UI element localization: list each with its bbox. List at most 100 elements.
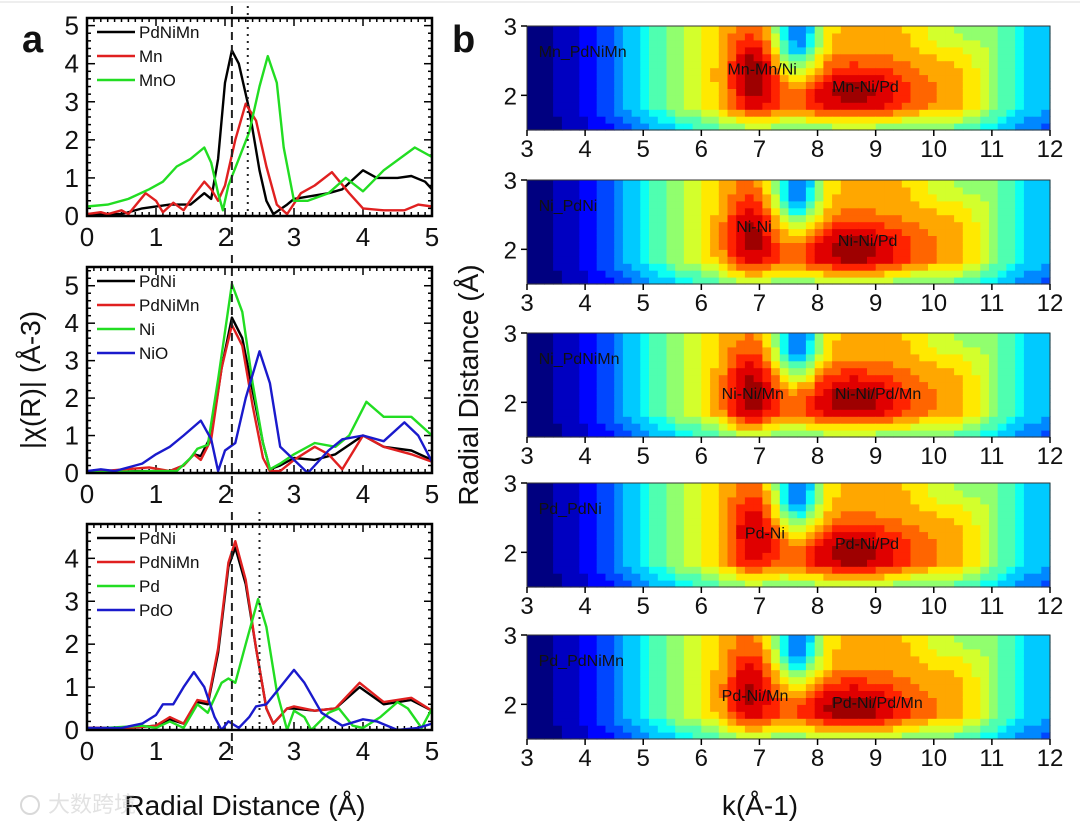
heatmap-cell bbox=[989, 277, 998, 285]
heatmap-cell bbox=[884, 249, 893, 256]
heatmap-cell bbox=[606, 566, 615, 574]
heatmap-cell bbox=[823, 395, 832, 403]
heatmap-cell bbox=[736, 33, 745, 41]
heatmap-cell bbox=[1041, 201, 1050, 209]
heatmap-cell bbox=[945, 532, 954, 540]
heatmap-cell bbox=[606, 194, 615, 202]
heatmap-cell bbox=[623, 635, 632, 643]
heatmap-cell bbox=[780, 490, 789, 498]
heatmap-cell bbox=[588, 725, 597, 733]
heatmap-cell bbox=[658, 539, 667, 547]
heatmap-cell bbox=[876, 194, 885, 202]
heatmap-cell bbox=[745, 194, 754, 202]
heatmap-cell bbox=[771, 333, 780, 341]
heatmap-cell bbox=[632, 61, 641, 68]
heatmap-cell bbox=[667, 109, 676, 117]
heatmap-cell bbox=[762, 409, 771, 417]
heatmap-cell bbox=[919, 532, 928, 540]
heatmap-cell bbox=[658, 504, 667, 512]
heatmap-cell bbox=[527, 642, 536, 650]
x-tick-label: 4 bbox=[356, 736, 370, 766]
heatmap-cell bbox=[527, 539, 536, 547]
heatmap-cell bbox=[963, 236, 972, 244]
heatmap-cell bbox=[640, 732, 649, 740]
heatmap-cell bbox=[693, 704, 702, 712]
heatmap-cell bbox=[701, 229, 710, 237]
heatmap-cell bbox=[719, 532, 728, 540]
heatmap-cell bbox=[667, 347, 676, 355]
heatmap-cell bbox=[754, 580, 763, 588]
heatmap-cell bbox=[876, 559, 885, 567]
heatmap-cell bbox=[710, 670, 719, 678]
heatmap-cell bbox=[937, 539, 946, 547]
heatmap-cell bbox=[989, 368, 998, 376]
heatmap-cell bbox=[1041, 75, 1050, 83]
heatmap-cell bbox=[719, 236, 728, 244]
heatmap-cell bbox=[789, 187, 798, 195]
heatmap-cell bbox=[928, 416, 937, 424]
heatmap-cell bbox=[954, 61, 963, 68]
heatmap-cell bbox=[823, 194, 832, 202]
heatmap-cell bbox=[780, 277, 789, 285]
heatmap-cell bbox=[649, 375, 658, 383]
heatmap-cell bbox=[876, 208, 885, 216]
heatmap-cell bbox=[675, 402, 684, 410]
heatmap-cell bbox=[832, 430, 841, 438]
heatmap-cell bbox=[588, 711, 597, 719]
heatmap-cell bbox=[850, 208, 859, 216]
heatmap-cell bbox=[562, 518, 571, 526]
heatmap-cell bbox=[850, 490, 859, 498]
heatmap-cell bbox=[850, 732, 859, 740]
heatmap-cell bbox=[780, 208, 789, 216]
heatmap-cell bbox=[780, 222, 789, 230]
heatmap-cell bbox=[588, 409, 597, 417]
heatmap-cell bbox=[797, 552, 806, 560]
heatmap-cell bbox=[640, 123, 649, 131]
heatmap-cell bbox=[588, 490, 597, 498]
heatmap-cell bbox=[667, 416, 676, 424]
heatmap-cell bbox=[963, 354, 972, 362]
heatmap-cell bbox=[858, 215, 867, 223]
heatmap-cell bbox=[867, 277, 876, 285]
heatmap-cell bbox=[980, 277, 989, 285]
heatmap-cell bbox=[736, 580, 745, 588]
x-tick-label: 3 bbox=[520, 136, 533, 163]
heatmap-cell bbox=[850, 180, 859, 188]
heatmap-cell bbox=[998, 532, 1007, 540]
heatmap-cell bbox=[649, 566, 658, 574]
heatmap-cell bbox=[876, 368, 885, 376]
heatmap-cell bbox=[815, 490, 824, 498]
heatmap-cell bbox=[1041, 559, 1050, 567]
heatmap-cell bbox=[606, 229, 615, 237]
heatmap-cell bbox=[937, 123, 946, 131]
heatmap-cell bbox=[1024, 354, 1033, 362]
x-tick-label: 8 bbox=[811, 136, 824, 163]
heatmap-cell bbox=[684, 416, 693, 424]
heatmap-cell bbox=[684, 718, 693, 726]
heatmap-cell bbox=[902, 194, 911, 202]
heatmap-cell bbox=[893, 361, 902, 369]
heatmap-cell bbox=[719, 670, 728, 678]
heatmap-cell bbox=[710, 718, 719, 726]
heatmap-cell bbox=[858, 109, 867, 117]
heatmap-cell bbox=[640, 236, 649, 244]
x-tick-label: 7 bbox=[753, 593, 766, 620]
heatmap-cell bbox=[754, 718, 763, 726]
heatmap-cell bbox=[945, 409, 954, 417]
heatmap-cell bbox=[780, 416, 789, 424]
heatmap-cell bbox=[858, 711, 867, 719]
heatmap-cell bbox=[893, 677, 902, 685]
heatmap-cell bbox=[693, 697, 702, 705]
heatmap-cell bbox=[684, 525, 693, 533]
heatmap-cell bbox=[884, 566, 893, 574]
heatmap-cell bbox=[544, 402, 553, 410]
heatmap-cell bbox=[771, 732, 780, 740]
heatmap-cell bbox=[667, 75, 676, 83]
heatmap-cell bbox=[736, 333, 745, 341]
heatmap-cell bbox=[1041, 518, 1050, 526]
heatmap-cell bbox=[684, 88, 693, 96]
heatmap-cell bbox=[806, 416, 815, 424]
heatmap-cell bbox=[701, 532, 710, 540]
heatmap-cell bbox=[945, 82, 954, 90]
heatmap-cell bbox=[815, 54, 824, 62]
